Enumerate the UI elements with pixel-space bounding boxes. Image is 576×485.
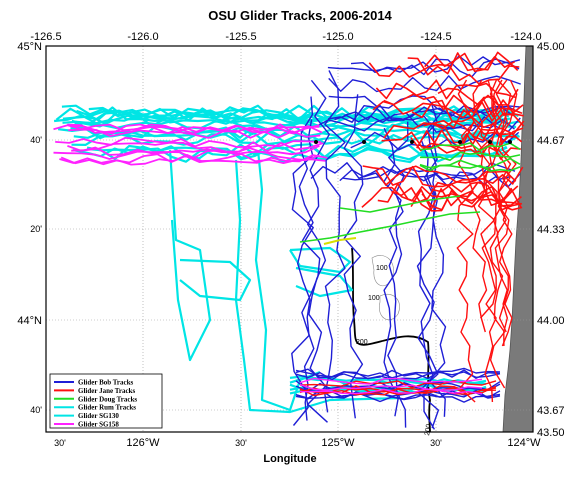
legend-label: Glider Bob Tracks xyxy=(78,379,134,387)
legend-label: Glider Jane Tracks xyxy=(78,387,135,395)
doug-track xyxy=(419,151,521,161)
right-tick: 44.00 xyxy=(537,315,565,327)
map-title: OSU Glider Tracks, 2006-2014 xyxy=(208,8,392,23)
coastline xyxy=(502,45,527,433)
bottom-tick: 125°W xyxy=(321,437,355,449)
left-tick: 40' xyxy=(30,135,42,145)
doug-track xyxy=(299,211,481,243)
top-tick: -125.5 xyxy=(225,31,256,43)
right-axis: 45.00 44.67 44.33 44.00 43.67 43.50 xyxy=(537,41,565,439)
bob-track xyxy=(328,75,521,93)
rum-track xyxy=(73,129,508,146)
sg158-track xyxy=(299,388,483,395)
jane-track xyxy=(362,165,524,188)
bob-track xyxy=(343,104,513,121)
left-tick: 40' xyxy=(30,405,42,415)
bob-track xyxy=(343,94,364,419)
rum-track xyxy=(179,258,252,302)
doug-track xyxy=(339,195,461,213)
bob-track xyxy=(295,367,501,379)
jane-track xyxy=(375,165,517,186)
rum-track xyxy=(71,112,521,128)
rum-track xyxy=(234,159,401,414)
jane-track xyxy=(383,93,524,117)
transect-stations xyxy=(314,140,512,144)
doug-track xyxy=(419,164,521,172)
sg158-track xyxy=(299,377,483,385)
bottom-tick: 30' xyxy=(430,438,442,448)
jane-track xyxy=(372,97,524,119)
contour-label: 100 xyxy=(368,295,380,302)
right-tick: 45.00 xyxy=(537,41,565,53)
contour-label: 200 xyxy=(356,339,368,346)
left-tick: 44°N xyxy=(17,315,42,327)
rum-track xyxy=(168,149,212,362)
right-tick: 44.67 xyxy=(537,135,565,147)
bottom-tick: 124°W xyxy=(507,437,541,449)
sg158-track xyxy=(67,144,320,156)
land-mass xyxy=(503,46,533,432)
bob-track xyxy=(327,58,521,78)
bottom-tick: 126°W xyxy=(126,437,160,449)
right-tick: 43.50 xyxy=(537,427,565,439)
sg158-track xyxy=(68,128,321,139)
top-axis: -126.5 -126.0 -125.5 -125.0 -124.5 -124.… xyxy=(30,31,541,43)
bottom-axis: 30' 126°W 30' 125°W 30' 124°W xyxy=(54,437,541,449)
bob-track xyxy=(298,96,321,421)
right-tick: 43.67 xyxy=(537,405,565,417)
jane-track xyxy=(494,79,511,347)
jane-track xyxy=(407,51,519,76)
rum-track xyxy=(53,113,517,130)
left-tick: 20' xyxy=(30,224,42,234)
jane-track xyxy=(498,79,518,333)
bob-track xyxy=(328,95,521,115)
jane-track xyxy=(424,52,516,73)
jane-tracks xyxy=(299,51,525,403)
doug-track xyxy=(323,237,357,245)
map-frame xyxy=(45,45,534,433)
bottom-tick: 30' xyxy=(54,438,66,448)
contour-label: 200 xyxy=(424,423,433,436)
x-axis-label: Longitude xyxy=(263,453,316,465)
jane-track xyxy=(431,181,522,206)
sg158-track xyxy=(59,153,326,165)
right-tick: 44.33 xyxy=(537,224,565,236)
jane-track xyxy=(456,79,476,403)
sg158-tracks xyxy=(53,123,483,395)
top-tick: -125.0 xyxy=(322,31,353,43)
sg158-track xyxy=(53,149,320,162)
legend-label: Glider SG158 xyxy=(78,421,119,429)
bob-track xyxy=(307,79,330,423)
legend-label: Glider Rum Tracks xyxy=(78,404,136,412)
left-axis: 45°N 40' 20' 44°N 40' xyxy=(17,41,42,415)
bob-track xyxy=(427,110,447,417)
bob-track xyxy=(339,169,521,188)
jane-track xyxy=(477,79,497,319)
jane-track xyxy=(421,188,523,211)
jane-track xyxy=(480,79,499,403)
sg158-track xyxy=(71,141,324,153)
doug-tracks xyxy=(299,142,521,245)
sg158-track xyxy=(299,383,483,391)
top-tick: -124.5 xyxy=(420,31,451,43)
left-tick: 45°N xyxy=(17,41,42,53)
bottom-tick: 30' xyxy=(235,438,247,448)
legend-label: Glider SG130 xyxy=(78,412,119,420)
jane-track xyxy=(496,79,513,347)
jane-track xyxy=(361,185,523,211)
rum-track xyxy=(254,149,321,412)
top-tick: -124.0 xyxy=(510,31,541,43)
top-tick: -126.5 xyxy=(30,31,61,43)
jane-track xyxy=(299,380,497,389)
sg158-track xyxy=(53,123,320,135)
contour-label: 100 xyxy=(376,265,388,272)
doug-track xyxy=(419,142,521,152)
top-tick: -126.0 xyxy=(127,31,158,43)
legend-label: Glider Doug Tracks xyxy=(78,395,137,403)
